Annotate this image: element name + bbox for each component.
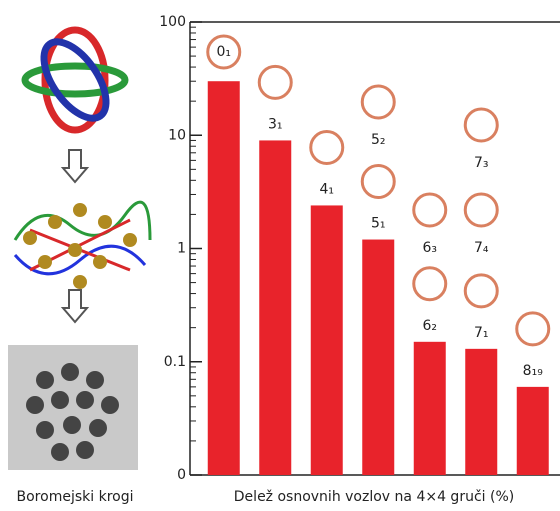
knot-sketch: [465, 109, 497, 141]
bar: [259, 140, 291, 475]
arrow: [63, 150, 87, 322]
knot-sketch: [465, 275, 497, 307]
knot-sketch: [362, 86, 394, 118]
bar-label: 7₁: [474, 325, 489, 341]
knot-sketch: [414, 268, 446, 300]
y-tick-label: 100: [159, 14, 186, 30]
bar: [465, 349, 497, 475]
bar-label: 5₁: [371, 216, 386, 232]
y-tick-label: 10: [168, 127, 186, 143]
y-tick-label: 0: [177, 467, 186, 483]
figure: Boromejski krogi Delež osnovnih vozlov n…: [0, 0, 560, 511]
knot-sketch: [259, 66, 291, 98]
x-axis-label: Delež osnovnih vozlov na 4×4 gruči (%): [234, 489, 514, 505]
knot-sketch: [517, 313, 549, 345]
bar-label: 0₁: [216, 44, 231, 60]
caption: Boromejski krogi: [17, 489, 134, 505]
bar: [517, 387, 549, 475]
bar: [414, 342, 446, 475]
bar-label: 6₂: [422, 318, 437, 334]
bar-label: 8₁₉: [523, 363, 544, 379]
y-tick-label: 1: [177, 241, 186, 257]
bar: [311, 205, 343, 475]
knot-sketch: [465, 194, 497, 226]
bar-label: 3₁: [268, 116, 283, 132]
knot-label: 7₄: [474, 240, 489, 256]
chain-cluster: [15, 202, 150, 289]
knot-label: 7₃: [474, 155, 489, 171]
bar: [208, 81, 240, 475]
knot-label: 6₃: [422, 240, 437, 256]
bar-label: 4₁: [319, 181, 334, 197]
knot-sketch: [311, 131, 343, 163]
knot-label: 5₂: [371, 132, 386, 148]
y-tick-label: 0.1: [164, 354, 186, 370]
knot-sketch: [362, 166, 394, 198]
bar: [362, 240, 394, 475]
knot-sketch: [414, 194, 446, 226]
borromean-rings: [25, 30, 125, 130]
